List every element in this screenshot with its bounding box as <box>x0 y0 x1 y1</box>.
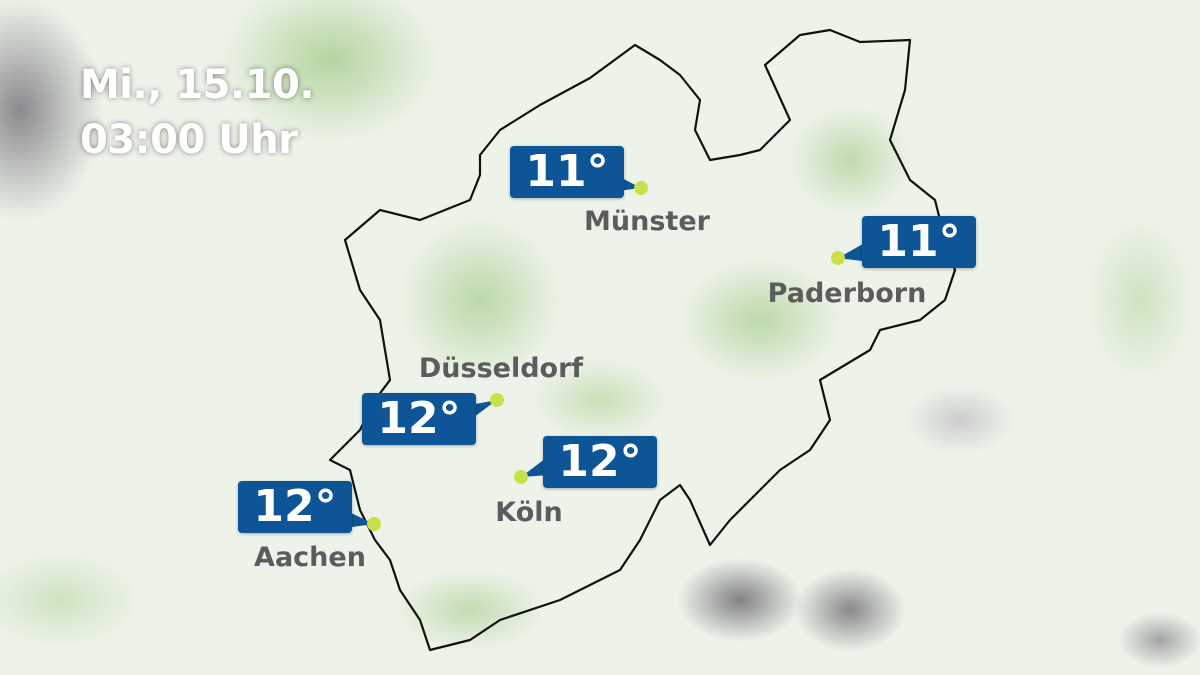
city-dot-paderborn <box>831 251 845 265</box>
temp-label-koeln: 12° <box>543 436 657 488</box>
city-name-aachen: Aachen <box>254 542 366 573</box>
city-dot-aachen <box>367 517 381 531</box>
city-name-paderborn: Paderborn <box>767 278 927 309</box>
city-dot-duesseldorf <box>490 393 504 407</box>
temp-label-duesseldorf: 12° <box>362 393 476 445</box>
temp-label-muenster: 11° <box>510 146 624 198</box>
forecast-date: Mi., 15.10. <box>80 62 315 108</box>
city-name-koeln: Köln <box>495 497 563 528</box>
city-dot-koeln <box>514 470 528 484</box>
forecast-time: 03:00 Uhr <box>80 117 298 163</box>
city-name-muenster: Münster <box>584 206 710 237</box>
label-tail-duesseldorf <box>470 400 497 420</box>
label-tail-aachen <box>345 510 374 528</box>
city-dot-muenster <box>634 181 648 195</box>
temp-label-paderborn: 11° <box>862 216 976 268</box>
label-tail-koeln <box>521 455 550 477</box>
city-name-duesseldorf: Düsseldorf <box>418 353 584 384</box>
temp-label-aachen: 12° <box>238 481 352 533</box>
